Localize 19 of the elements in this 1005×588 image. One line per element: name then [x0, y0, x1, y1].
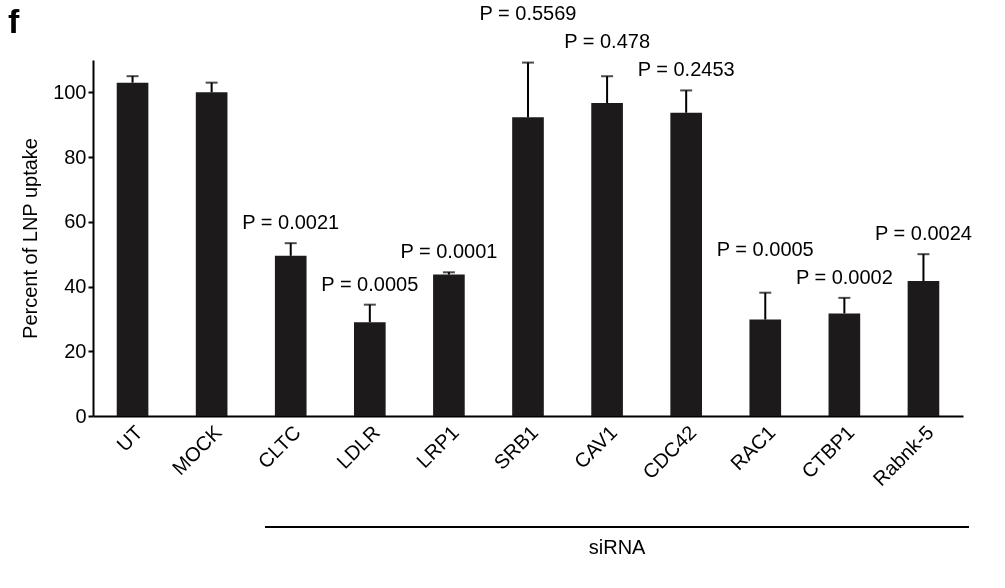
y-tick-label: 40	[64, 275, 87, 298]
y-tick-label: 100	[53, 80, 87, 103]
annotation: P = 0.0002	[795, 265, 893, 288]
x-tick-label: UT	[112, 421, 147, 456]
annotation: P = 0.0001	[400, 240, 498, 263]
annotation: P = 0.0021	[242, 211, 340, 234]
y-axis-title: Percent of LNP uptake	[19, 138, 42, 339]
text: siRNA	[587, 536, 647, 559]
y-tick-label: 0	[75, 404, 87, 427]
annotation: P = 0.0024	[874, 222, 972, 245]
annotation: P = 0.0005	[321, 272, 419, 295]
y-tick-label: 80	[64, 145, 87, 168]
annotation: P = 0.0005	[716, 237, 814, 260]
chart-title: f	[8, 2, 20, 41]
annotation: P = 0.2453	[637, 58, 735, 81]
y-tick-label: 20	[64, 339, 87, 362]
y-tick-label: 60	[64, 210, 87, 233]
annotation: P = 0.5569	[479, 2, 577, 25]
annotation: P = 0.478	[564, 30, 650, 53]
